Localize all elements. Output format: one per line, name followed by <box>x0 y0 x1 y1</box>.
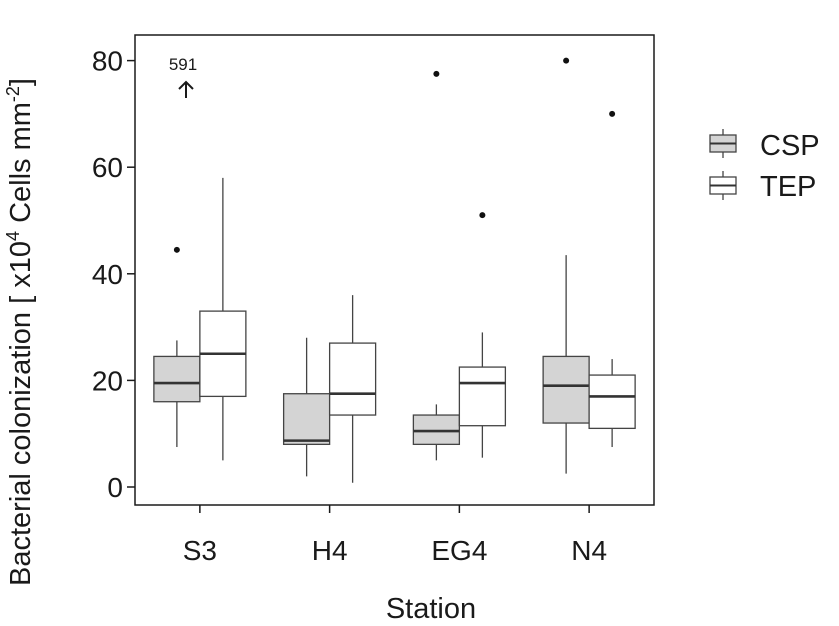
box-csp-eg4 <box>412 70 461 461</box>
box-tep-n4 <box>588 110 636 448</box>
y-axis-label-part1: Bacterial colonization [ x10 <box>5 241 37 586</box>
y-axis-label-part3: ] <box>5 78 37 86</box>
box-tep-h4 <box>328 295 377 483</box>
x-axis: S3 H4 EG4 N4 <box>183 505 607 566</box>
box-csp-n4 <box>542 57 590 474</box>
y-tick-label-0: 0 <box>107 472 123 503</box>
iqr-box-csp-eg4 <box>412 414 461 446</box>
outlier-csp-eg4-0 <box>433 70 440 77</box>
y-axis-label: Bacterial colonization [ x104 Cells mm-2… <box>3 78 37 586</box>
x-tick-label-EG4: EG4 <box>431 535 487 566</box>
legend: CSP TEP <box>709 129 820 203</box>
y-axis-label-exp2: -2 <box>3 86 23 102</box>
iqr-box-csp-h4 <box>282 393 331 446</box>
outlier-csp-n4-0 <box>563 57 570 64</box>
y-axis-label-part2: Cells mm <box>5 102 37 231</box>
y-tick-label-40: 40 <box>92 259 123 290</box>
y-axis-label-exp1: 4 <box>3 231 23 241</box>
iqr-box-tep-n4 <box>588 374 636 430</box>
legend-item-csp: CSP <box>709 129 820 162</box>
annotation-label: 591 <box>169 55 197 74</box>
y-axis: 0 20 40 60 80 <box>92 46 135 503</box>
annotation-arrow-head <box>178 80 194 90</box>
iqr-box-csp-n4 <box>542 355 590 424</box>
x-tick-label-S3: S3 <box>183 535 217 566</box>
x-axis-label: Station <box>386 593 476 625</box>
outlier-tep-eg4-0 <box>479 212 486 219</box>
y-tick-label-80: 80 <box>92 46 123 77</box>
outlier-csp-s3-0 <box>173 246 180 253</box>
box-tep-s3 <box>199 177 247 461</box>
outlier-tep-n4-0 <box>609 110 616 117</box>
iqr-box-tep-h4 <box>328 342 377 416</box>
iqr-box-tep-eg4 <box>458 366 507 427</box>
x-tick-label-N4: N4 <box>571 535 607 566</box>
x-tick-label-H4: H4 <box>312 535 348 566</box>
iqr-box-csp-s3 <box>153 355 201 403</box>
plot-boxes <box>153 57 636 483</box>
legend-csp-label: CSP <box>760 130 820 162</box>
y-tick-label-60: 60 <box>92 152 123 183</box>
y-tick-label-20: 20 <box>92 365 123 396</box>
box-csp-h4 <box>282 337 331 477</box>
annotation-591: 591 <box>169 55 197 98</box>
plot-panel <box>134 34 655 506</box>
legend-tep-label: TEP <box>760 171 816 203</box>
box-tep-eg4 <box>458 212 507 458</box>
legend-item-tep: TEP <box>709 171 816 203</box>
